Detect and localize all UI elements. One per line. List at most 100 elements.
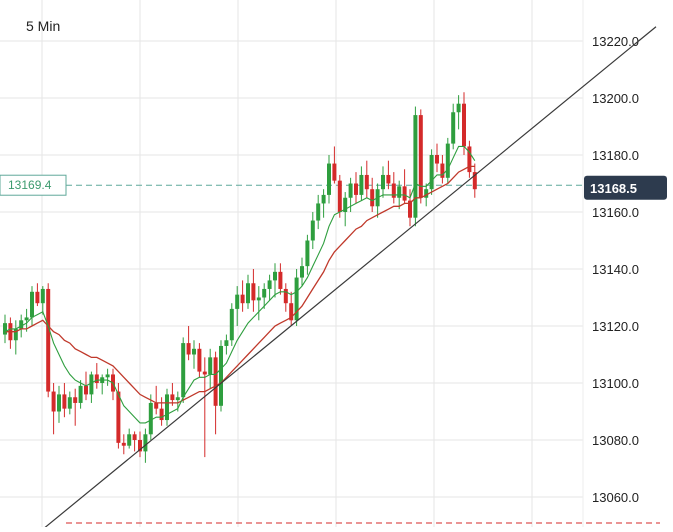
candle-body — [327, 163, 331, 195]
candle-body — [343, 197, 348, 212]
candle-body — [40, 288, 45, 304]
candle-body — [62, 394, 67, 409]
candle-body — [219, 345, 223, 406]
candle-body — [408, 200, 412, 218]
candle-body — [246, 283, 250, 304]
candle-body — [418, 115, 423, 198]
candle-body — [30, 291, 34, 318]
reference-price-tag: 13169.4 — [0, 174, 67, 196]
candle-body — [94, 374, 99, 383]
candle-body — [3, 323, 7, 335]
candle-body — [213, 357, 218, 406]
candle-body — [24, 317, 29, 321]
candle-body — [462, 103, 466, 147]
candle-body — [148, 402, 153, 435]
candle-body — [186, 343, 191, 355]
candlestick-series — [3, 92, 477, 463]
candle-body — [46, 288, 51, 392]
candle-body — [170, 394, 175, 401]
candle-body — [116, 391, 121, 443]
candle-body — [359, 174, 364, 195]
candle-body — [121, 442, 126, 446]
candle-body — [391, 183, 396, 198]
y-tick-label: 13200.0 — [592, 91, 639, 106]
candle-body — [467, 146, 472, 173]
candle-body — [84, 385, 88, 395]
candle-body — [73, 397, 78, 403]
candle-body — [413, 115, 418, 218]
candle-body — [402, 186, 407, 201]
candle-body — [143, 434, 148, 452]
last-price-tag: 13168.5 — [584, 175, 667, 200]
candle-body — [192, 348, 196, 355]
candle-body — [354, 183, 358, 195]
candle-body — [181, 343, 186, 398]
last-price-label: 13168.5 — [590, 181, 637, 196]
y-tick-label: 13180.0 — [592, 148, 639, 163]
y-tick-label: 13120.0 — [592, 319, 639, 334]
candle-body — [202, 371, 207, 375]
candle-body — [256, 297, 261, 301]
candle-body — [472, 172, 477, 190]
y-tick-label: 13100.0 — [592, 376, 639, 391]
candle-body — [105, 374, 110, 378]
candle-body — [19, 320, 24, 329]
candle-body — [57, 394, 61, 412]
candle-body — [165, 394, 169, 421]
candle-body — [332, 163, 337, 181]
candle-body — [229, 308, 234, 341]
candle-body — [300, 266, 304, 278]
candle-body — [67, 397, 72, 409]
candle-body — [445, 143, 450, 178]
candle-body — [278, 271, 283, 289]
candle-body — [283, 288, 288, 304]
candle-body — [78, 385, 83, 403]
candle-body — [251, 283, 256, 301]
candle-body — [289, 303, 294, 321]
y-tick-label: 13080.0 — [592, 433, 639, 448]
y-tick-label: 13160.0 — [592, 205, 639, 220]
candle-body — [456, 103, 461, 113]
candle-body — [316, 203, 321, 221]
candle-body — [35, 291, 40, 304]
candle-body — [138, 440, 142, 452]
candle-body — [224, 340, 229, 346]
candle-body — [154, 402, 159, 409]
reference-price-label: 13169.4 — [8, 178, 52, 192]
y-axis-labels: 13220.0 13200.0 13180.0 13160.0 13140.0 13120… — [592, 34, 639, 505]
candle-body — [51, 391, 56, 412]
candle-body — [197, 348, 202, 372]
candle-body — [337, 180, 342, 212]
candle-body — [273, 271, 277, 281]
candle-body — [310, 220, 315, 241]
candle-body — [132, 434, 137, 440]
candle-body — [159, 408, 164, 421]
candle-body — [235, 294, 240, 309]
gridlines — [0, 0, 584, 527]
candle-body — [240, 294, 245, 304]
candle-body — [208, 357, 213, 375]
candle-body — [175, 397, 180, 401]
y-tick-label: 13220.0 — [592, 34, 639, 49]
timeframe-label[interactable]: 5 Min — [26, 18, 61, 34]
candle-body — [424, 189, 429, 198]
candle-body — [364, 174, 369, 190]
candle-body — [397, 186, 402, 198]
y-tick-label: 13060.0 — [592, 490, 639, 505]
candle-body — [386, 174, 391, 184]
trendline[interactable] — [30, 26, 657, 532]
candle-body — [262, 288, 267, 298]
candle-body — [13, 328, 18, 341]
candle-body — [440, 163, 445, 178]
moving-average-fast-line — [4, 145, 476, 424]
candle-body — [305, 240, 310, 267]
y-tick-label: 13140.0 — [592, 262, 639, 277]
candle-body — [381, 174, 385, 190]
candle-body — [321, 194, 326, 204]
candle-body — [127, 434, 132, 446]
candle-body — [435, 155, 439, 164]
candle-body — [294, 277, 299, 321]
candle-body — [370, 189, 375, 207]
